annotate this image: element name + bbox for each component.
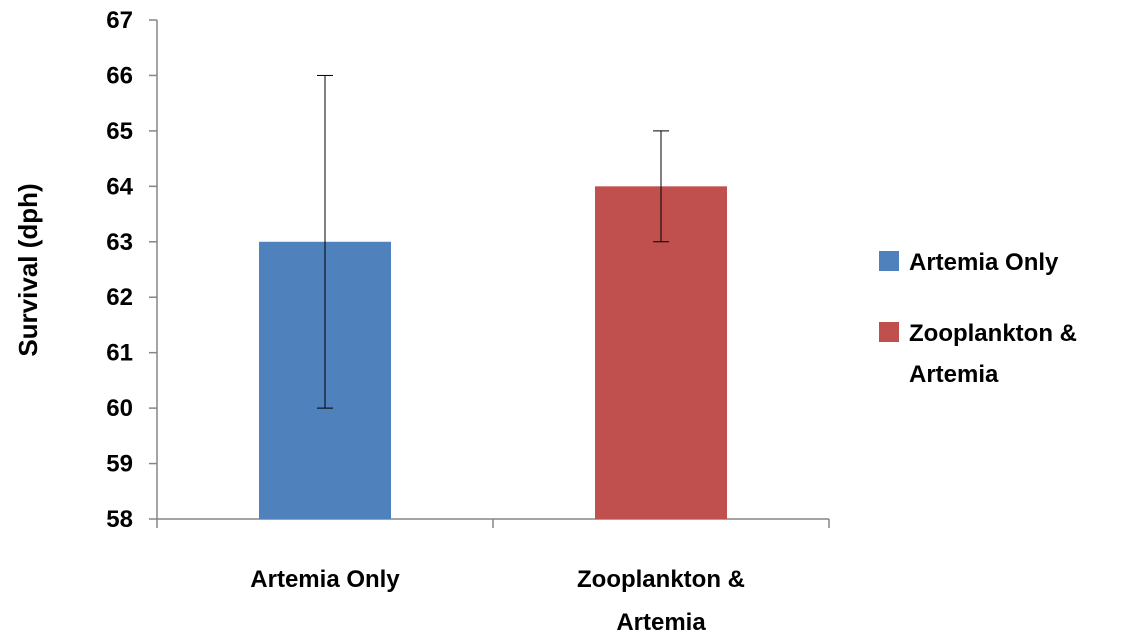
legend-swatch [879, 322, 899, 342]
x-axis-labels: Artemia Only Zooplankton & Artemia [250, 566, 745, 636]
y-tick-label: 65 [106, 118, 133, 145]
x-category-label: Artemia [616, 609, 706, 636]
y-axis-labels: 58 59 60 61 62 63 64 65 66 67 [106, 7, 133, 533]
y-tick-label: 58 [106, 506, 133, 533]
y-tick-label: 62 [106, 284, 133, 311]
y-tick-label: 63 [106, 229, 133, 256]
y-tick-label: 61 [106, 340, 133, 367]
legend-label: Artemia [909, 361, 999, 388]
legend-label: Artemia Only [909, 249, 1059, 276]
chart-bars [259, 186, 727, 520]
y-tick-label: 67 [106, 7, 133, 34]
legend: Artemia Only Zooplankton & Artemia [879, 249, 1077, 388]
legend-swatch [879, 251, 899, 271]
x-category-label: Zooplankton & [577, 566, 745, 593]
y-tick-label: 64 [106, 173, 133, 200]
y-axis-title: Survival (dph) [13, 183, 43, 356]
y-tick-label: 59 [106, 451, 133, 478]
y-tick-label: 66 [106, 62, 133, 89]
x-category-label: Artemia Only [250, 566, 400, 593]
legend-label: Zooplankton & [909, 320, 1077, 347]
y-tick-label: 60 [106, 395, 133, 422]
chart-error-bars [317, 74, 669, 409]
